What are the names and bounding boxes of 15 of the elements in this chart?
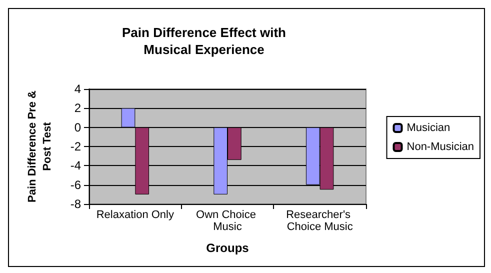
- y-tick-label: -6: [70, 178, 82, 192]
- x-axis-title: Groups: [206, 241, 250, 255]
- chart-title: Pain Difference Effect with Musical Experience: [122, 25, 286, 57]
- y-tick-label: 2: [74, 101, 82, 116]
- x-tick-label: Relaxation Only: [96, 209, 174, 221]
- y-tick-label: 4: [74, 82, 82, 96]
- legend-label: Non-Musician: [406, 141, 474, 153]
- x-tick-label: Own Choice Music: [196, 209, 259, 233]
- legend-label: Musician: [406, 122, 450, 134]
- y-tick-label: 0: [74, 120, 82, 134]
- y-tick-label: -4: [70, 158, 82, 173]
- y-tick-label: -8: [70, 197, 82, 211]
- x-tick-label: Researcher's Choice Music: [286, 209, 354, 233]
- y-tick-label: -2: [70, 140, 82, 154]
- y-axis-title: Pain Difference Pre & Post Test: [26, 90, 54, 202]
